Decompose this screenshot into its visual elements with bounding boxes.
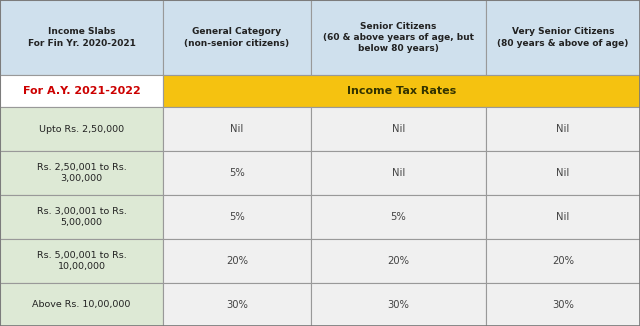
Bar	[311, 0, 486, 75]
Text: 20%: 20%	[226, 256, 248, 266]
Bar	[0, 151, 163, 195]
Bar	[311, 107, 486, 151]
Bar	[486, 0, 640, 75]
Bar	[486, 283, 640, 326]
Text: 30%: 30%	[226, 300, 248, 309]
Text: Income Tax Rates: Income Tax Rates	[347, 86, 456, 96]
Text: For A.Y. 2021-2022: For A.Y. 2021-2022	[22, 86, 140, 96]
Text: Nil: Nil	[556, 212, 570, 222]
Bar	[0, 283, 163, 326]
Text: 20%: 20%	[387, 256, 410, 266]
Bar	[163, 239, 311, 283]
Bar	[0, 75, 163, 107]
Bar	[311, 195, 486, 239]
Bar	[311, 151, 486, 195]
Bar	[163, 283, 311, 326]
Bar	[486, 239, 640, 283]
Text: Nil: Nil	[556, 168, 570, 178]
Text: Rs. 3,00,001 to Rs.
5,00,000: Rs. 3,00,001 to Rs. 5,00,000	[36, 207, 127, 227]
Bar	[163, 0, 311, 75]
Bar	[0, 195, 163, 239]
Text: Nil: Nil	[392, 124, 405, 134]
Bar	[163, 195, 311, 239]
Bar	[163, 151, 311, 195]
Bar	[0, 239, 163, 283]
Text: Nil: Nil	[556, 124, 570, 134]
Text: 30%: 30%	[552, 300, 574, 309]
Text: 30%: 30%	[388, 300, 410, 309]
Text: Rs. 2,50,001 to Rs.
3,00,000: Rs. 2,50,001 to Rs. 3,00,000	[36, 163, 126, 183]
Bar	[311, 283, 486, 326]
Bar	[486, 151, 640, 195]
Text: Senior Citizens
(60 & above years of age, but
below 80 years): Senior Citizens (60 & above years of age…	[323, 22, 474, 53]
Text: General Category
(non-senior citizens): General Category (non-senior citizens)	[184, 27, 289, 48]
Bar	[0, 0, 163, 75]
Bar	[163, 107, 311, 151]
Text: Above Rs. 10,00,000: Above Rs. 10,00,000	[32, 300, 131, 309]
Text: 5%: 5%	[229, 168, 245, 178]
Bar	[486, 195, 640, 239]
Text: Very Senior Citizens
(80 years & above of age): Very Senior Citizens (80 years & above o…	[497, 27, 628, 48]
Text: Rs. 5,00,001 to Rs.
10,00,000: Rs. 5,00,001 to Rs. 10,00,000	[36, 251, 126, 271]
Bar	[486, 107, 640, 151]
Text: Nil: Nil	[392, 168, 405, 178]
Text: 5%: 5%	[390, 212, 406, 222]
Text: Nil: Nil	[230, 124, 244, 134]
Text: Income Slabs
For Fin Yr. 2020-2021: Income Slabs For Fin Yr. 2020-2021	[28, 27, 136, 48]
Text: 20%: 20%	[552, 256, 574, 266]
Text: 5%: 5%	[229, 212, 245, 222]
Bar	[0, 107, 163, 151]
Text: Upto Rs. 2,50,000: Upto Rs. 2,50,000	[39, 125, 124, 134]
Bar	[163, 75, 640, 107]
Bar	[311, 239, 486, 283]
